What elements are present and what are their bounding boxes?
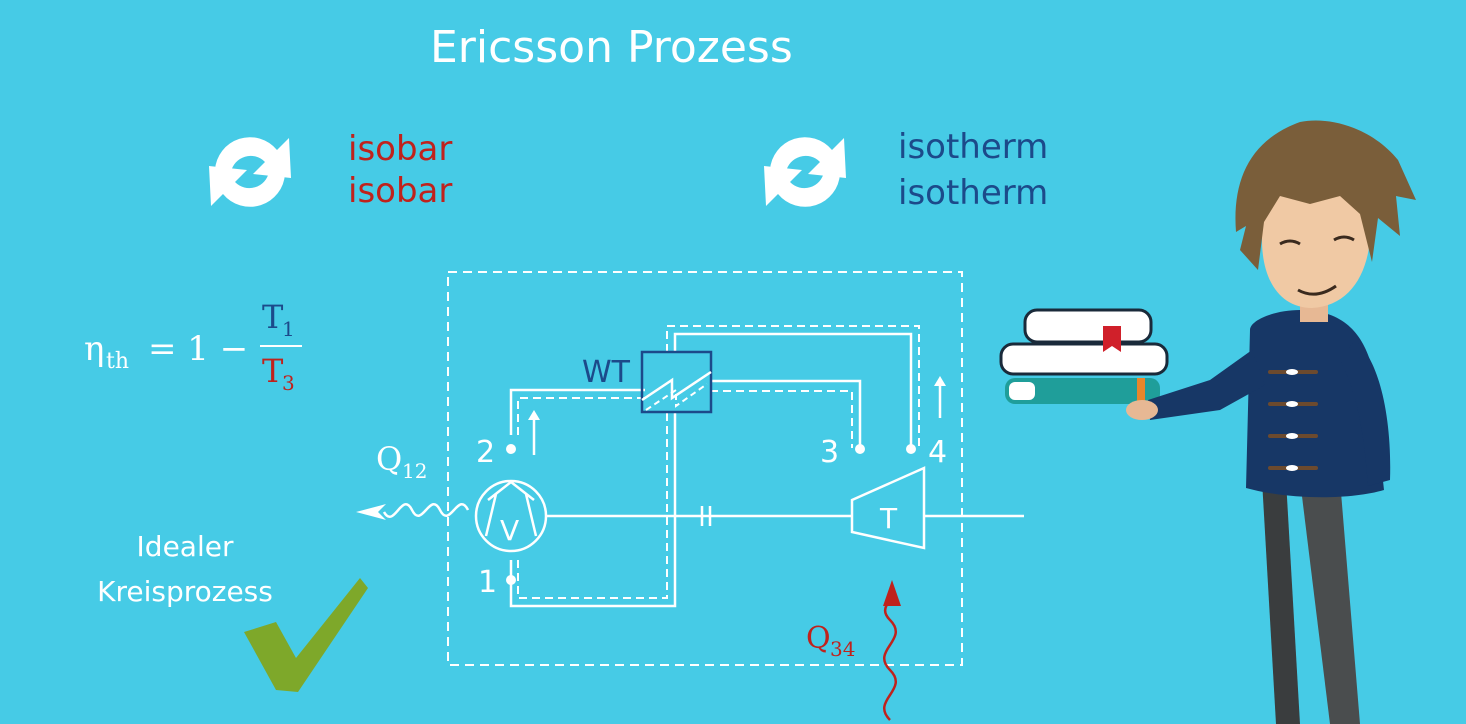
- cycle-right-label-2: isotherm: [898, 173, 1049, 213]
- formula-denominator-sub: 3: [282, 371, 295, 395]
- cycle-right-label-1: isotherm: [898, 127, 1049, 167]
- efficiency-formula: η th = 1 − T 1 T 3: [84, 298, 302, 395]
- formula-equals: = 1 −: [148, 329, 248, 369]
- ideal-label-2: Kreisprozess: [97, 575, 273, 608]
- ericsson-process-diagram: WT V T 2 1 3 4 Q 12 Q 34: [356, 271, 1024, 721]
- checkmark-icon: [244, 578, 368, 692]
- q12-label: Q: [376, 440, 402, 478]
- compressor-label: V: [500, 514, 519, 547]
- ideal-label-1: Idealer: [136, 530, 234, 563]
- turbine: [850, 466, 926, 550]
- formula-numerator: T: [262, 298, 284, 336]
- formula-numerator-sub: 1: [282, 317, 295, 341]
- q34-label: Q: [806, 621, 831, 656]
- q34-arrow-icon: [883, 580, 901, 606]
- refresh-icon-left: [209, 137, 291, 207]
- formula-denominator: T: [262, 352, 284, 390]
- heat-exchanger: [640, 350, 713, 414]
- system-boundary: [447, 271, 963, 666]
- cycle-left-label-2: isobar: [348, 171, 453, 211]
- q12-wave: [382, 502, 470, 519]
- teacher-character: [1126, 120, 1416, 724]
- turbine-label: T: [879, 502, 898, 535]
- q34-wave: [883, 598, 897, 721]
- cycle-left-label-1: isobar: [348, 129, 453, 169]
- formula-eta: η: [84, 329, 104, 369]
- point-2: 2: [476, 435, 495, 470]
- point-3: 3: [820, 435, 839, 470]
- q34-sub: 34: [830, 637, 855, 661]
- q12-arrow-icon: [356, 504, 386, 520]
- books-icon: [999, 308, 1169, 404]
- refresh-icon-right: [764, 137, 846, 207]
- formula-eta-sub: th: [106, 349, 129, 374]
- point-1: 1: [478, 565, 497, 600]
- wt-label: WT: [582, 355, 631, 390]
- q12-sub: 12: [402, 459, 427, 483]
- point-4: 4: [928, 435, 947, 470]
- page-title: Ericsson Prozess: [430, 22, 793, 73]
